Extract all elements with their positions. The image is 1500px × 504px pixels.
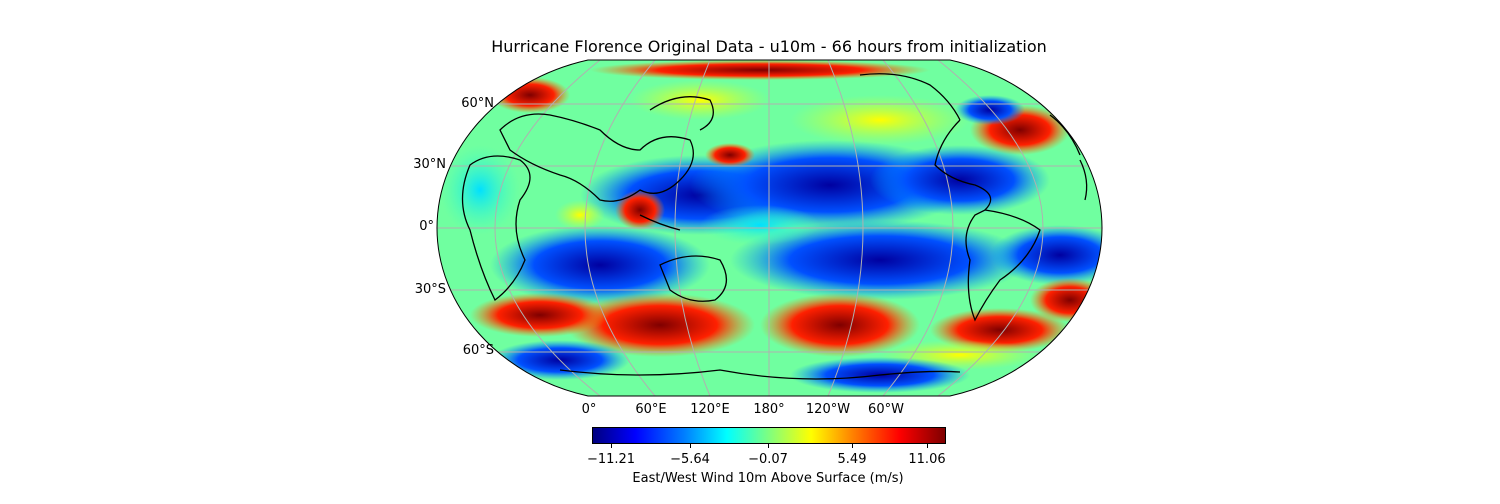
colorbar-tick-mark	[768, 444, 769, 448]
lon-label-180: 180°	[753, 402, 785, 417]
colorbar-tick-label: −11.21	[586, 452, 636, 467]
colorbar-tick-mark	[852, 444, 853, 448]
colorbar-tick-mark	[611, 444, 612, 448]
graticule	[437, 60, 1102, 396]
colorbar-tick-label: 5.49	[837, 452, 867, 467]
lat-label-30n: 30°N	[413, 157, 446, 172]
lat-label-equator: 0°	[419, 219, 434, 234]
lat-label-60s: 60°S	[462, 343, 494, 358]
lat-label-60n: 60°N	[461, 96, 494, 111]
colorbar-tick-label: −0.07	[748, 452, 788, 467]
lon-label-120e: 120°E	[690, 402, 730, 417]
colorbar-tick-label: 11.06	[908, 452, 946, 467]
lon-label-0: 0°	[581, 402, 597, 417]
lon-label-60e: 60°E	[635, 402, 667, 417]
lon-label-120w: 120°W	[805, 402, 851, 417]
colorbar-label: East/West Wind 10m Above Surface (m/s)	[632, 471, 904, 486]
colorbar	[592, 427, 946, 444]
coastlines	[461, 73, 1088, 380]
map-boundary	[436, 59, 1103, 397]
lat-label-30s: 30°S	[414, 282, 446, 297]
colorbar-tick-mark	[690, 444, 691, 448]
colorbar-tick-label: −5.64	[670, 452, 710, 467]
lon-label-60w: 60°W	[868, 402, 904, 417]
map-title: Hurricane Florence Original Data - u10m …	[491, 37, 1047, 56]
colorbar-tick-mark	[927, 444, 928, 448]
